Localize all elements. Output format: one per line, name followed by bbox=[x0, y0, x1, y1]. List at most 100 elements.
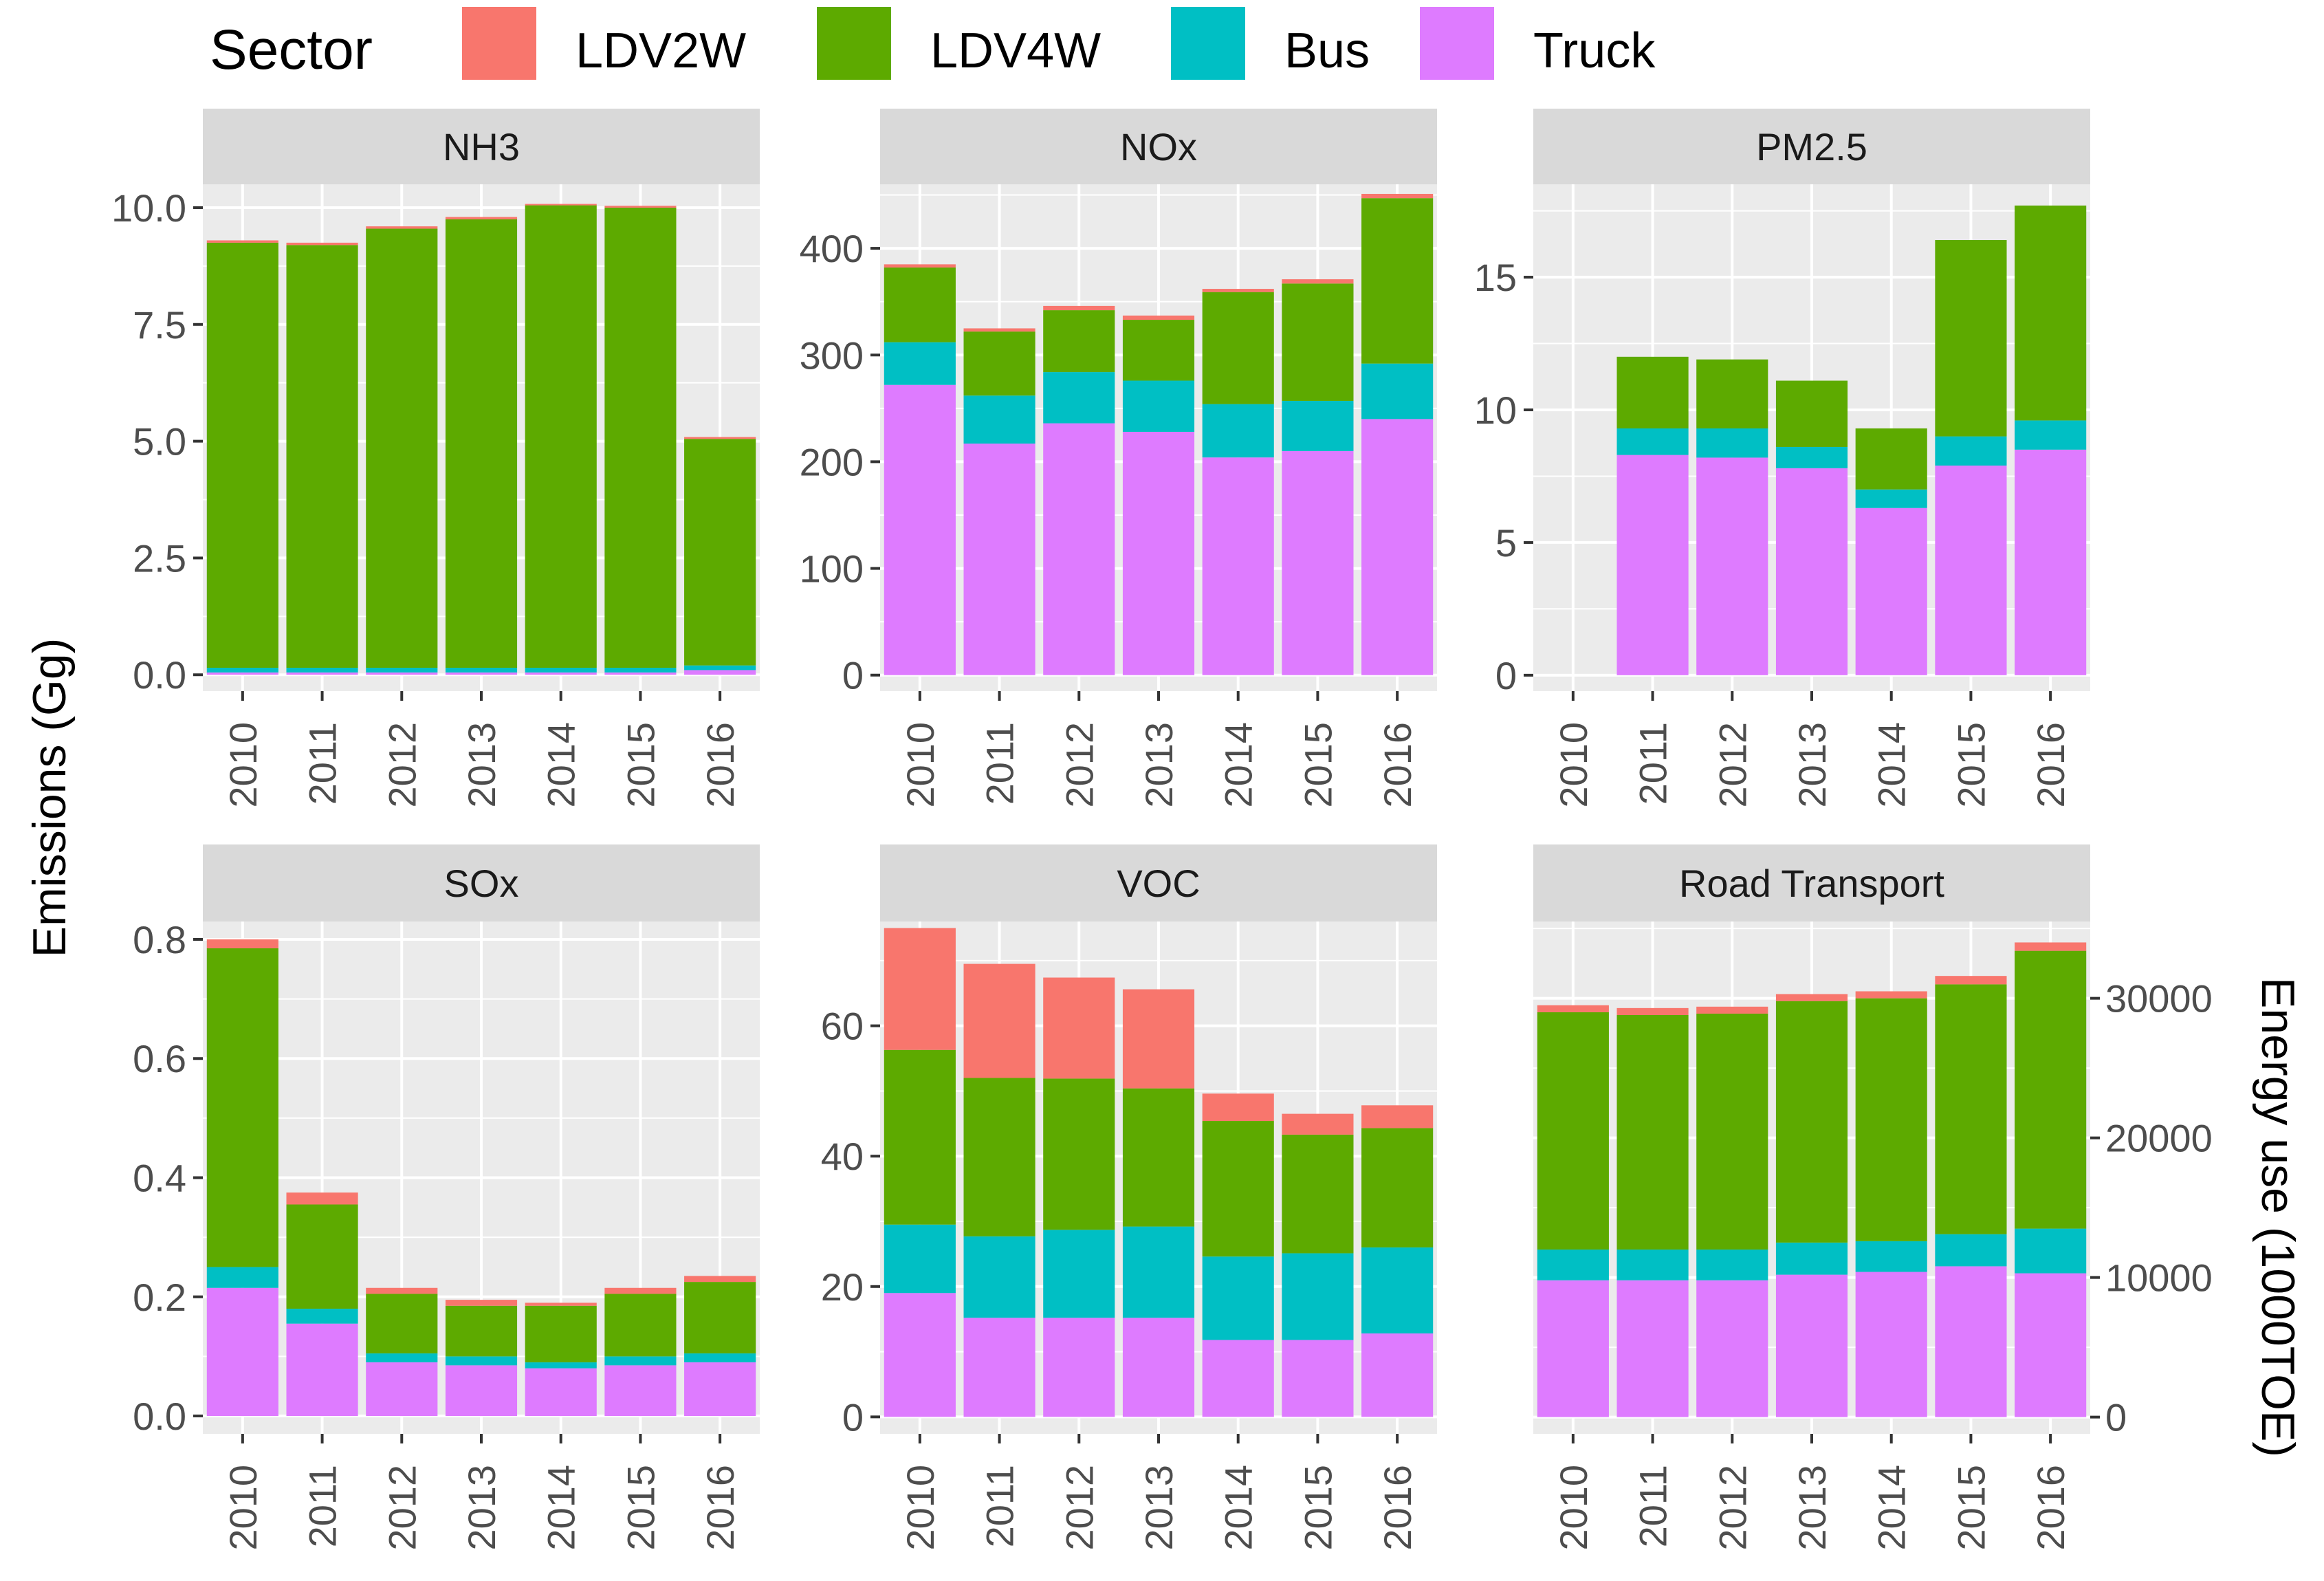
x-tick-label: 2014 bbox=[540, 722, 583, 808]
bar-voc-2015-bus bbox=[1282, 1253, 1354, 1340]
bar-road-transport-2010-bus bbox=[1537, 1250, 1609, 1280]
bar-road-transport-2015-ldv4w bbox=[1935, 984, 2007, 1234]
bar-voc-2011-ldv2w bbox=[963, 963, 1035, 1078]
bar-nh3-2014-truck bbox=[525, 672, 597, 675]
bar-pm2-5-2012-ldv4w bbox=[1696, 359, 1768, 428]
bar-nh3-2010-bus bbox=[206, 668, 278, 673]
x-tick-label: 2014 bbox=[1217, 722, 1260, 808]
y-tick-label: 60 bbox=[821, 1005, 864, 1048]
bar-sox-2012-bus bbox=[366, 1353, 438, 1363]
bar-nh3-2012-ldv4w bbox=[366, 228, 438, 668]
strip-voc bbox=[880, 844, 1437, 922]
y-tick-label: 0 bbox=[1495, 654, 1517, 697]
x-tick-label: 2014 bbox=[1217, 1465, 1260, 1551]
bar-nh3-2011-ldv4w bbox=[286, 245, 358, 668]
bar-nox-2014-ldv2w bbox=[1202, 289, 1274, 292]
y-tick-label: 100 bbox=[800, 547, 864, 591]
bar-road-transport-2016-ldv4w bbox=[2015, 950, 2087, 1229]
bar-road-transport-2014-ldv4w bbox=[1855, 998, 1927, 1241]
bar-nh3-2015-ldv4w bbox=[604, 207, 677, 668]
legend-label-ldv4w: LDV4W bbox=[930, 23, 1101, 78]
bar-road-transport-2015-truck bbox=[1935, 1266, 2007, 1417]
bar-nh3-2015-ldv2w bbox=[604, 206, 677, 208]
y-tick-label: 5.0 bbox=[133, 420, 186, 464]
bar-nox-2010-ldv2w bbox=[884, 264, 956, 268]
bar-nh3-2014-ldv2w bbox=[525, 204, 597, 206]
bar-voc-2010-bus bbox=[884, 1224, 956, 1294]
bar-voc-2011-bus bbox=[963, 1236, 1035, 1318]
bar-nox-2010-bus bbox=[884, 342, 956, 385]
panel-nh3: NH3 0.0 2.5 5.0 7.5 10.0 2010 2011 2012 2013 2014 2… bbox=[111, 109, 760, 808]
bar-nox-2012-ldv4w bbox=[1043, 310, 1115, 373]
x-tick-label: 2012 bbox=[380, 1465, 424, 1551]
x-tick-label: 2015 bbox=[1296, 1465, 1339, 1551]
bar-voc-2012-ldv4w bbox=[1043, 1078, 1115, 1230]
bar-road-transport-2016-bus bbox=[2015, 1228, 2087, 1274]
panel-pm2-5: PM2.5 0 5 10 15 2010 2011 2012 2013 2014 2015 2016 bbox=[1474, 109, 2090, 808]
bar-road-transport-2012-bus bbox=[1696, 1250, 1768, 1280]
bar-voc-2010-truck bbox=[884, 1293, 956, 1417]
x-tick-label: 2011 bbox=[1632, 722, 1675, 805]
bar-pm2-5-2014-truck bbox=[1855, 508, 1927, 675]
bar-voc-2015-truck bbox=[1282, 1340, 1354, 1417]
bar-nh3-2011-bus bbox=[286, 668, 358, 673]
y-tick-label: 0 bbox=[842, 654, 864, 697]
y-tick-label: 20 bbox=[821, 1265, 864, 1309]
panel-sox: SOx 0.0 0.2 0.4 0.6 0.8 2010 2011 2012 2013 2014 20… bbox=[133, 844, 760, 1551]
bar-road-transport-2014-bus bbox=[1855, 1241, 1927, 1272]
bar-nh3-2015-truck bbox=[604, 672, 677, 675]
bar-pm2-5-2012-bus bbox=[1696, 428, 1768, 458]
bar-road-transport-2016-truck bbox=[2015, 1273, 2087, 1417]
bar-nh3-2013-ldv2w bbox=[445, 217, 518, 219]
bar-nh3-2014-bus bbox=[525, 668, 597, 673]
bar-voc-2016-ldv4w bbox=[1361, 1128, 1434, 1247]
bar-pm2-5-2016-ldv4w bbox=[2015, 205, 2087, 421]
x-tick-label: 2014 bbox=[540, 1465, 583, 1551]
bar-sox-2013-bus bbox=[445, 1356, 518, 1366]
x-tick-label: 2015 bbox=[1949, 1465, 1993, 1551]
x-tick-label: 2011 bbox=[1632, 1465, 1675, 1547]
x-tick-label: 2010 bbox=[221, 1465, 265, 1551]
secondary-y-axis-title: Energy use (1000TOE) bbox=[2252, 977, 2304, 1457]
y-tick-label: 10000 bbox=[2105, 1256, 2213, 1300]
y-tick-label: 400 bbox=[800, 227, 864, 270]
bar-nox-2010-ldv4w bbox=[884, 268, 956, 342]
bar-sox-2014-bus bbox=[525, 1362, 597, 1369]
bar-road-transport-2015-ldv2w bbox=[1935, 976, 2007, 985]
x-tick-label: 2013 bbox=[460, 1465, 503, 1551]
strip-pm2-5 bbox=[1533, 109, 2090, 184]
bar-sox-2010-ldv2w bbox=[206, 939, 278, 948]
x-tick-label: 2011 bbox=[301, 722, 344, 805]
x-tick-label: 2012 bbox=[1057, 1465, 1101, 1551]
y-tick-label: 10 bbox=[1474, 389, 1517, 432]
strip-nox bbox=[880, 109, 1437, 184]
bar-pm2-5-2015-truck bbox=[1935, 466, 2007, 675]
legend-label-truck: Truck bbox=[1533, 23, 1656, 78]
bar-pm2-5-2015-bus bbox=[1935, 436, 2007, 466]
bar-sox-2015-truck bbox=[604, 1365, 677, 1417]
x-tick-label: 2015 bbox=[619, 722, 662, 808]
bar-nh3-2016-truck bbox=[684, 670, 756, 675]
bar-nh3-2012-bus bbox=[366, 668, 438, 673]
bar-nh3-2013-ldv4w bbox=[445, 219, 518, 668]
bar-sox-2016-truck bbox=[684, 1362, 756, 1417]
bar-sox-2010-bus bbox=[206, 1267, 278, 1288]
x-tick-label: 2010 bbox=[899, 722, 942, 808]
x-tick-label: 2016 bbox=[699, 722, 742, 808]
bar-nox-2013-ldv2w bbox=[1122, 315, 1195, 320]
bar-nh3-2016-ldv4w bbox=[684, 439, 756, 666]
bar-sox-2014-ldv4w bbox=[525, 1305, 597, 1363]
bar-voc-2013-bus bbox=[1122, 1226, 1195, 1318]
bar-sox-2014-truck bbox=[525, 1368, 597, 1417]
bar-nox-2015-ldv2w bbox=[1282, 279, 1354, 284]
x-tick-label: 2016 bbox=[2029, 722, 2072, 808]
bar-voc-2011-ldv4w bbox=[963, 1078, 1035, 1236]
x-tick-label: 2013 bbox=[1137, 1465, 1181, 1551]
bar-nox-2011-truck bbox=[963, 444, 1035, 675]
y-tick-label: 5 bbox=[1495, 521, 1517, 565]
y-tick-label: 300 bbox=[800, 334, 864, 377]
bar-sox-2010-ldv4w bbox=[206, 948, 278, 1267]
bar-voc-2014-bus bbox=[1202, 1256, 1274, 1340]
bar-nh3-2016-bus bbox=[684, 665, 756, 670]
